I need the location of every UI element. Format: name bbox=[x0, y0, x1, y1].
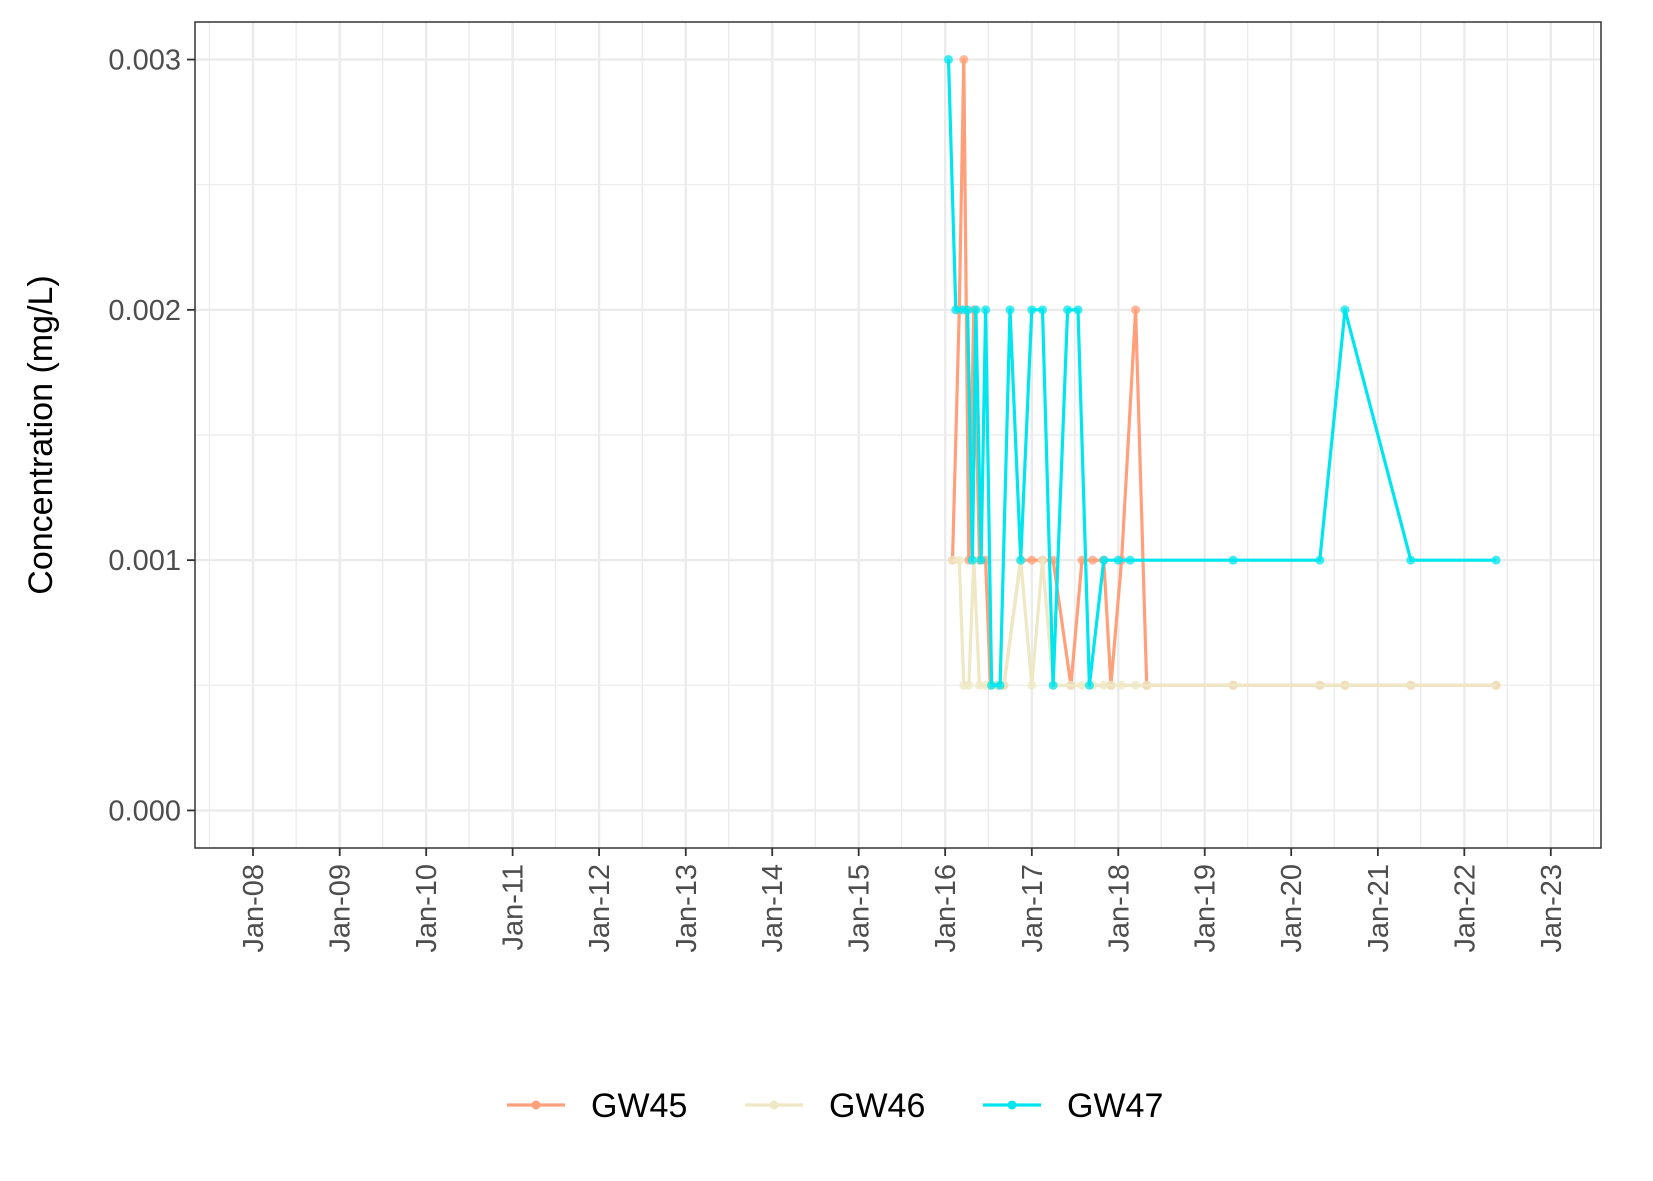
legend: GW45 GW46 GW47 bbox=[507, 1087, 1163, 1125]
data-point-gw47 bbox=[1315, 555, 1325, 565]
x-tick-label: Jan-23 bbox=[1536, 864, 1568, 953]
data-point-gw47 bbox=[1491, 555, 1501, 565]
data-point-gw47 bbox=[1063, 305, 1073, 315]
x-tick-label: Jan-21 bbox=[1363, 864, 1395, 953]
data-point-gw46 bbox=[1131, 680, 1141, 690]
legend-key-point bbox=[1007, 1100, 1017, 1110]
data-point-gw47 bbox=[1005, 305, 1015, 315]
data-point-gw46 bbox=[1027, 680, 1037, 690]
legend-item-gw47: GW47 bbox=[983, 1087, 1163, 1125]
x-tick-label: Jan-14 bbox=[757, 864, 789, 953]
axis-ticks bbox=[187, 58, 1552, 856]
data-point-gw46 bbox=[1099, 680, 1109, 690]
x-tick-label: Jan-13 bbox=[671, 864, 703, 953]
data-point-gw47 bbox=[995, 680, 1005, 690]
data-point-gw47 bbox=[976, 555, 986, 565]
grid-major bbox=[195, 22, 1601, 848]
data-point-gw46 bbox=[1228, 680, 1238, 690]
data-point-gw46 bbox=[964, 680, 974, 690]
x-tick-labels: Jan-08 Jan-09 Jan-10 Jan-11 Jan-12 Jan-13 Jan-… bbox=[238, 864, 1568, 953]
y-tick-label: 0.003 bbox=[108, 45, 181, 77]
legend-label: GW46 bbox=[829, 1087, 925, 1125]
data-point-gw46 bbox=[947, 555, 957, 565]
series-gw47 bbox=[943, 55, 1501, 690]
x-tick-label: Jan-12 bbox=[584, 864, 616, 953]
x-tick-label: Jan-16 bbox=[930, 864, 962, 953]
data-point-gw46 bbox=[1315, 680, 1325, 690]
data-point-gw46 bbox=[974, 680, 984, 690]
legend-label: GW45 bbox=[591, 1087, 687, 1125]
x-tick-label: Jan-08 bbox=[238, 864, 270, 953]
y-tick-label: 0.001 bbox=[108, 545, 181, 577]
data-point-gw46 bbox=[1142, 680, 1152, 690]
data-point-gw47 bbox=[1048, 680, 1058, 690]
data-point-gw47 bbox=[1406, 555, 1416, 565]
data-point-gw45 bbox=[1131, 305, 1141, 315]
data-point-gw46 bbox=[954, 555, 964, 565]
legend-item-gw46: GW46 bbox=[745, 1087, 925, 1125]
data-point-gw45 bbox=[959, 55, 969, 65]
x-tick-label: Jan-19 bbox=[1190, 864, 1222, 953]
data-point-gw47 bbox=[1084, 680, 1094, 690]
y-tick-labels: 0.000 0.001 0.002 0.003 bbox=[108, 45, 181, 828]
data-point-gw45 bbox=[1088, 555, 1098, 565]
y-tick-label: 0.000 bbox=[108, 795, 181, 827]
series-layer bbox=[943, 55, 1501, 690]
data-point-gw47 bbox=[981, 305, 991, 315]
data-point-gw46 bbox=[1037, 555, 1047, 565]
x-tick-label: Jan-15 bbox=[844, 864, 876, 953]
data-point-gw46 bbox=[1340, 680, 1350, 690]
data-point-gw47 bbox=[1340, 305, 1350, 315]
data-point-gw46 bbox=[1117, 680, 1127, 690]
x-tick-label: Jan-09 bbox=[325, 864, 357, 953]
x-tick-label: Jan-11 bbox=[498, 864, 530, 951]
data-point-gw47 bbox=[1228, 555, 1238, 565]
y-axis-title: Concentration (mg/L) bbox=[22, 275, 60, 594]
x-tick-label: Jan-10 bbox=[411, 864, 443, 953]
data-point-gw47 bbox=[1073, 305, 1083, 315]
data-point-gw47 bbox=[1027, 305, 1037, 315]
x-tick-label: Jan-18 bbox=[1103, 864, 1135, 953]
x-tick-label: Jan-20 bbox=[1276, 864, 1308, 953]
data-point-gw47 bbox=[987, 680, 997, 690]
data-point-gw46 bbox=[1406, 680, 1416, 690]
data-point-gw46 bbox=[1077, 680, 1087, 690]
data-point-gw47 bbox=[1125, 555, 1135, 565]
legend-key-point bbox=[769, 1100, 779, 1110]
data-point-gw46 bbox=[1106, 680, 1116, 690]
legend-item-gw45: GW45 bbox=[507, 1087, 687, 1125]
data-point-gw47 bbox=[1099, 555, 1109, 565]
panel-border bbox=[194, 21, 1602, 849]
legend-key-point bbox=[531, 1100, 541, 1110]
data-point-gw47 bbox=[967, 555, 977, 565]
x-tick-label: Jan-17 bbox=[1017, 864, 1049, 953]
data-point-gw47 bbox=[1113, 555, 1123, 565]
data-point-gw47 bbox=[943, 55, 953, 65]
data-point-gw47 bbox=[951, 305, 961, 315]
data-point-gw46 bbox=[1491, 680, 1501, 690]
data-point-gw47 bbox=[971, 305, 981, 315]
data-point-gw45 bbox=[1027, 555, 1037, 565]
series-line-gw47 bbox=[946, 59, 1497, 687]
data-point-gw46 bbox=[1066, 680, 1076, 690]
y-tick-label: 0.002 bbox=[108, 295, 181, 327]
x-tick-label: Jan-22 bbox=[1449, 864, 1481, 953]
data-point-gw47 bbox=[963, 305, 973, 315]
data-point-gw47 bbox=[1037, 305, 1047, 315]
data-point-gw47 bbox=[1016, 555, 1026, 565]
legend-label: GW47 bbox=[1067, 1087, 1163, 1125]
